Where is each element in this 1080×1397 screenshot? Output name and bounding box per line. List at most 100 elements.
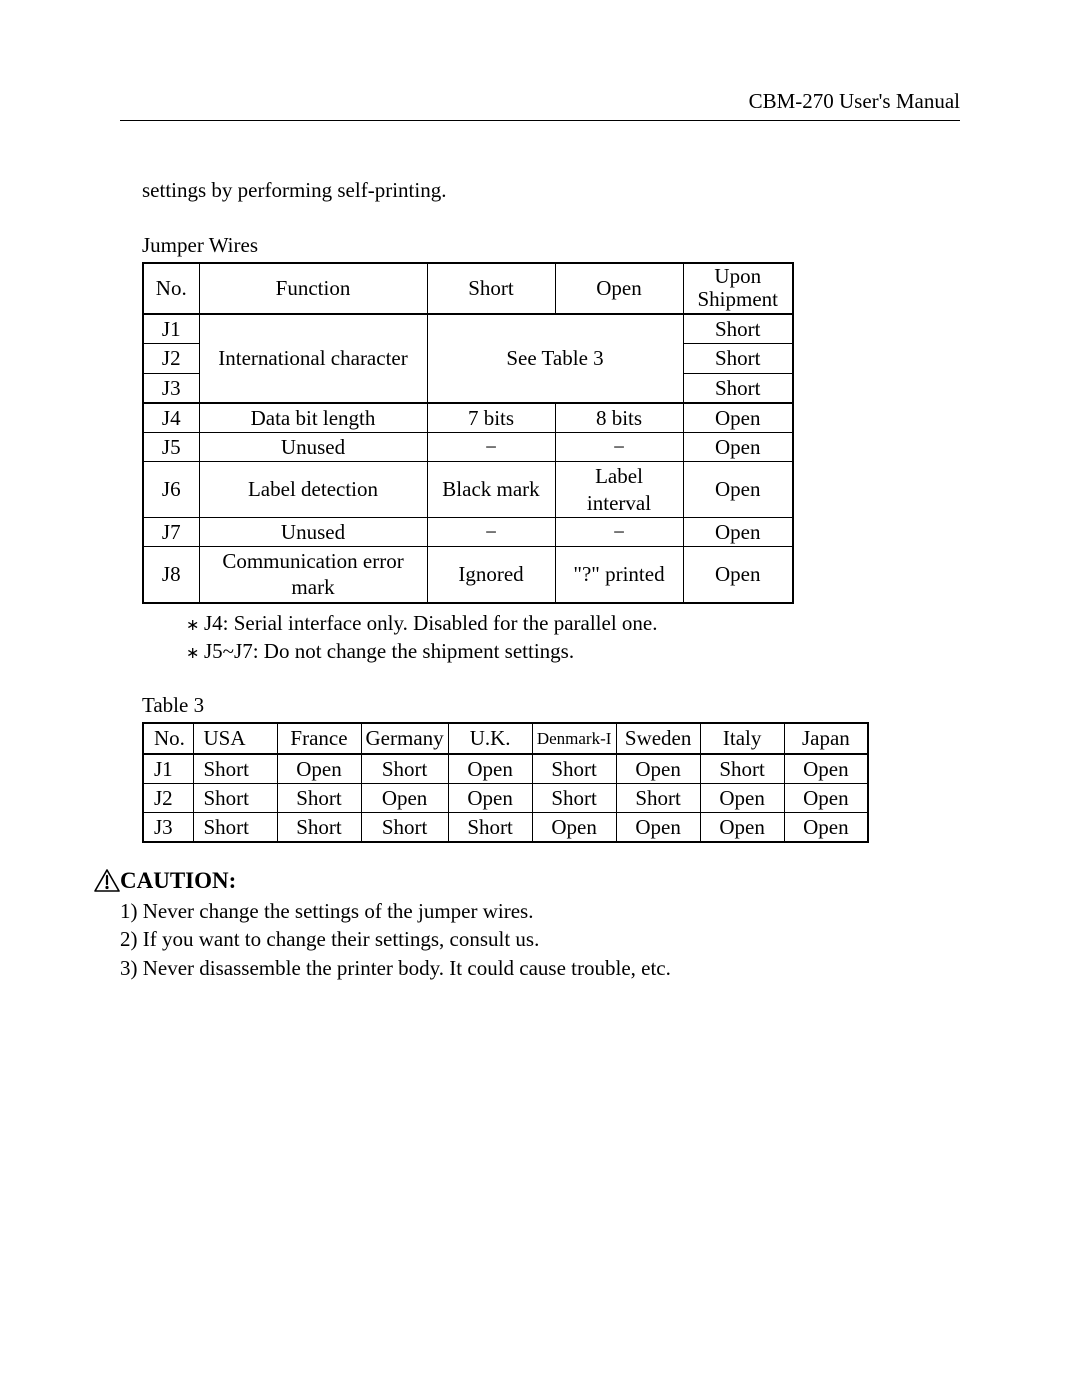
cell-see-table3: See Table 3 bbox=[427, 314, 683, 403]
cell: Short bbox=[532, 754, 616, 784]
table-row: J3 Short Short Short Short Open Open Ope… bbox=[143, 813, 868, 843]
table-header-row: No. Function Short Open UponShipment bbox=[143, 263, 793, 314]
col-short: Short bbox=[427, 263, 555, 314]
footnotes: ∗J4: Serial interface only. Disabled for… bbox=[186, 610, 960, 665]
table-header-row: No. USA France Germany U.K. Denmark-I Sw… bbox=[143, 723, 868, 753]
cell: Short bbox=[193, 783, 277, 812]
cell-open: − bbox=[555, 517, 683, 546]
table-row: J1 International character See Table 3 S… bbox=[143, 314, 793, 344]
cell-no: J7 bbox=[143, 517, 199, 546]
table-row: J4 Data bit length 7 bits 8 bits Open bbox=[143, 403, 793, 433]
cell-no: J8 bbox=[143, 547, 199, 603]
table3-title: Table 3 bbox=[142, 692, 960, 718]
table-row: J1 Short Open Short Open Short Open Shor… bbox=[143, 754, 868, 784]
cell-func: Data bit length bbox=[199, 403, 427, 433]
cell-open: 8 bits bbox=[555, 403, 683, 433]
col-shipment: UponShipment bbox=[683, 263, 793, 314]
jumper-wires-table: No. Function Short Open UponShipment J1 … bbox=[142, 262, 794, 604]
cell-no: J3 bbox=[143, 813, 193, 843]
asterisk-icon: ∗ bbox=[186, 644, 204, 664]
cell: Open bbox=[784, 754, 868, 784]
cell: Short bbox=[277, 813, 361, 843]
list-item: 3) Never disassemble the printer body. I… bbox=[120, 955, 960, 981]
cell-func: Unused bbox=[199, 433, 427, 462]
cell: Short bbox=[616, 783, 700, 812]
cell-ship: Open bbox=[683, 547, 793, 603]
cell-open: Label interval bbox=[555, 462, 683, 518]
cell: Short bbox=[277, 783, 361, 812]
col-denmark: Denmark-I bbox=[532, 723, 616, 753]
header-rule bbox=[120, 120, 960, 121]
col-uk: U.K. bbox=[448, 723, 532, 753]
header-right: CBM-270 User's Manual bbox=[120, 88, 960, 114]
cell: Short bbox=[361, 813, 448, 843]
col-france: France bbox=[277, 723, 361, 753]
cell-no: J3 bbox=[143, 373, 199, 403]
list-item: 1) Never change the settings of the jump… bbox=[120, 898, 960, 924]
col-function: Function bbox=[199, 263, 427, 314]
col-no: No. bbox=[143, 723, 193, 753]
cell-no: J2 bbox=[143, 783, 193, 812]
footnote: ∗J4: Serial interface only. Disabled for… bbox=[186, 610, 960, 636]
col-open: Open bbox=[555, 263, 683, 314]
intro-text: settings by performing self-printing. bbox=[142, 177, 960, 203]
col-italy: Italy bbox=[700, 723, 784, 753]
cell-short: − bbox=[427, 433, 555, 462]
cell-open: − bbox=[555, 433, 683, 462]
cell-no: J4 bbox=[143, 403, 199, 433]
cell-short: Ignored bbox=[427, 547, 555, 603]
cell: Open bbox=[784, 783, 868, 812]
cell-ship: Short bbox=[683, 344, 793, 373]
cell: Open bbox=[784, 813, 868, 843]
caution-block: CAUTION: 1) Never change the settings of… bbox=[120, 867, 960, 981]
cell: Open bbox=[700, 813, 784, 843]
cell-no: J6 bbox=[143, 462, 199, 518]
table-row: J2 Short Short Open Open Short Short Ope… bbox=[143, 783, 868, 812]
caution-icon bbox=[94, 869, 120, 899]
caution-title: CAUTION: bbox=[120, 867, 960, 896]
cell: Open bbox=[532, 813, 616, 843]
list-item: 2) If you want to change their settings,… bbox=[120, 926, 960, 952]
col-usa: USA bbox=[193, 723, 277, 753]
col-japan: Japan bbox=[784, 723, 868, 753]
cell-no: J1 bbox=[143, 754, 193, 784]
cell: Open bbox=[361, 783, 448, 812]
table-row: J5 Unused − − Open bbox=[143, 433, 793, 462]
cell-ship: Short bbox=[683, 314, 793, 344]
cell-no: J1 bbox=[143, 314, 199, 344]
table-row: J8 Communication error mark Ignored "?" … bbox=[143, 547, 793, 603]
cell-ship: Open bbox=[683, 517, 793, 546]
cell-ship: Open bbox=[683, 403, 793, 433]
cell-func: Unused bbox=[199, 517, 427, 546]
page: CBM-270 User's Manual settings by perfor… bbox=[0, 0, 1080, 1397]
cell: Short bbox=[193, 754, 277, 784]
cell-short: − bbox=[427, 517, 555, 546]
cell-short: Black mark bbox=[427, 462, 555, 518]
col-germany: Germany bbox=[361, 723, 448, 753]
cell-func: Communication error mark bbox=[199, 547, 427, 603]
cell-func: Label detection bbox=[199, 462, 427, 518]
cell: Short bbox=[361, 754, 448, 784]
cell: Open bbox=[700, 783, 784, 812]
asterisk-icon: ∗ bbox=[186, 616, 204, 636]
cell-ship: Open bbox=[683, 462, 793, 518]
table3: No. USA France Germany U.K. Denmark-I Sw… bbox=[142, 722, 869, 843]
table-row: J6 Label detection Black mark Label inte… bbox=[143, 462, 793, 518]
cell: Short bbox=[700, 754, 784, 784]
cell-no: J5 bbox=[143, 433, 199, 462]
cell-func: International character bbox=[199, 314, 427, 403]
cell: Short bbox=[193, 813, 277, 843]
cell: Open bbox=[448, 783, 532, 812]
footnote: ∗J5~J7: Do not change the shipment setti… bbox=[186, 638, 960, 664]
table1-title: Jumper Wires bbox=[142, 232, 960, 258]
cell-ship: Open bbox=[683, 433, 793, 462]
caution-list: 1) Never change the settings of the jump… bbox=[120, 898, 960, 981]
cell: Open bbox=[277, 754, 361, 784]
col-sweden: Sweden bbox=[616, 723, 700, 753]
cell: Open bbox=[616, 754, 700, 784]
cell-open: "?" printed bbox=[555, 547, 683, 603]
cell-no: J2 bbox=[143, 344, 199, 373]
col-no: No. bbox=[143, 263, 199, 314]
cell: Open bbox=[616, 813, 700, 843]
cell-short: 7 bits bbox=[427, 403, 555, 433]
